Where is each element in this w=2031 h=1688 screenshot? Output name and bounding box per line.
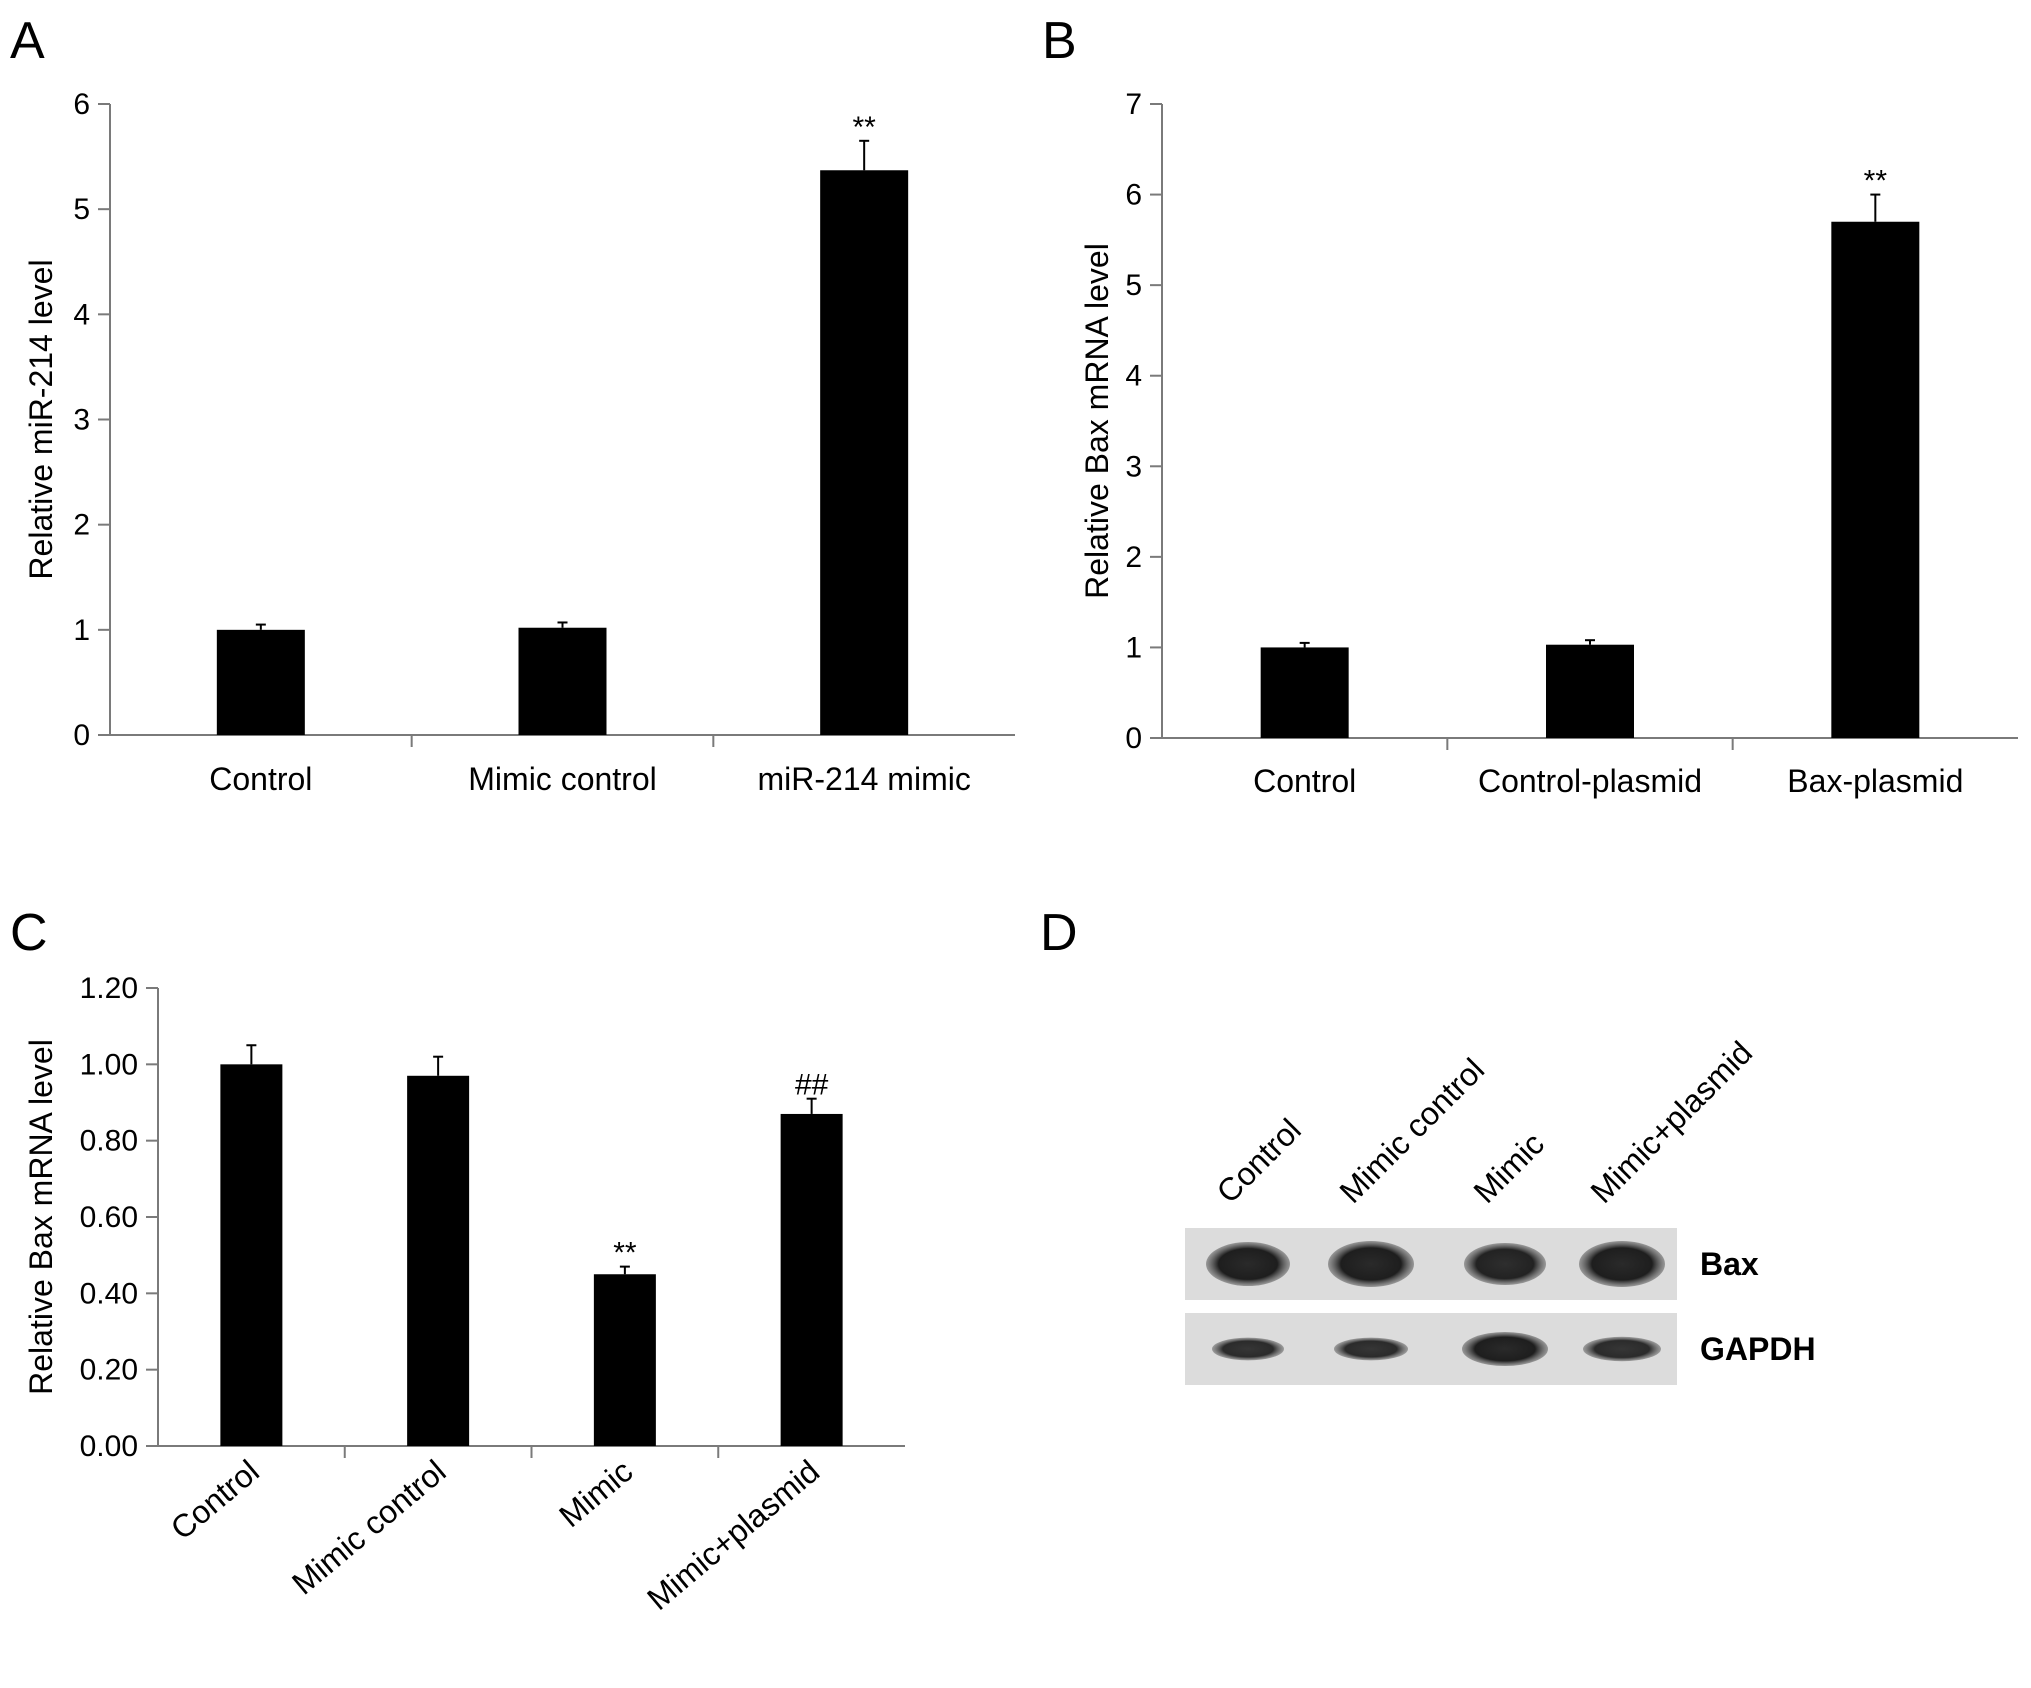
bar: [216, 629, 305, 735]
y-tick-label: 2: [1125, 541, 1142, 574]
panel-letter-a: A: [10, 12, 45, 70]
category-label: Control: [164, 1453, 266, 1547]
blot-lane-label: Mimic+plasmid: [1583, 1034, 1759, 1210]
panel-letter-d: D: [1040, 904, 1078, 962]
significance-mark: **: [1864, 165, 1888, 198]
y-tick-label: 0: [73, 719, 90, 752]
blot-band: [1334, 1337, 1408, 1361]
blot-band: [1462, 1332, 1548, 1366]
y-axis-title: Relative Bax mRNA level: [1079, 243, 1115, 599]
y-tick-label: 5: [1125, 269, 1142, 302]
panel-letter-c: C: [10, 904, 48, 962]
y-tick-label: 7: [1125, 88, 1142, 121]
chart-b: 0 1 2 3 4 5 6 7 Relative Bax mRNA level Control Co…: [1079, 88, 2018, 799]
y-tick-label: 1: [73, 614, 90, 647]
bar: [407, 1075, 470, 1446]
chart-a: 0 1 2 3 4 5 6 Relative miR-214 level Control Mimi…: [23, 88, 1015, 797]
category-label: Control: [1253, 763, 1356, 799]
blot-lane-label: Control: [1209, 1112, 1307, 1210]
category-label: Mimic control: [468, 761, 656, 797]
bar: [220, 1064, 283, 1446]
blot-row-label: Bax: [1700, 1246, 1759, 1282]
y-tick-label: 5: [73, 193, 90, 226]
y-tick-label: 0.00: [80, 1430, 138, 1463]
y-tick-label: 2: [73, 509, 90, 542]
category-label: Mimic: [552, 1453, 639, 1534]
y-tick-label: 4: [1125, 360, 1142, 393]
y-tick-label: 0.20: [80, 1354, 138, 1387]
y-tick-label: 0.80: [80, 1125, 138, 1158]
category-label: Control: [209, 761, 312, 797]
category-label: Bax-plasmid: [1787, 763, 1963, 799]
blot-band: [1579, 1241, 1665, 1287]
category-label: Control-plasmid: [1478, 763, 1702, 799]
significance-mark: ##: [795, 1069, 829, 1102]
y-tick-label: 0.40: [80, 1277, 138, 1310]
panel-letter-b: B: [1042, 12, 1077, 70]
chart-c: 0.00 0.20 0.40 0.60 0.80 1.00 1.20 Relative Bax…: [23, 972, 905, 1617]
blot-band: [1328, 1241, 1414, 1287]
y-axis-title: Relative miR-214 level: [23, 259, 59, 579]
bar: [1546, 644, 1634, 738]
bar: [820, 170, 909, 735]
bar: [1260, 647, 1349, 738]
category-label: miR-214 mimic: [757, 761, 970, 797]
bar: [593, 1274, 656, 1446]
blot-band: [1464, 1243, 1546, 1285]
bar: [518, 627, 607, 735]
blot-band: [1212, 1337, 1284, 1361]
y-tick-label: 1: [1125, 631, 1142, 664]
y-tick-label: 3: [73, 404, 90, 437]
significance-mark: **: [613, 1237, 637, 1270]
y-tick-label: 6: [1125, 179, 1142, 212]
bar: [780, 1113, 843, 1446]
y-tick-label: 4: [73, 298, 90, 331]
y-tick-label: 6: [73, 88, 90, 121]
y-tick-label: 1.00: [80, 1048, 138, 1081]
y-tick-label: 3: [1125, 450, 1142, 483]
category-label: Mimic+plasmid: [640, 1453, 826, 1617]
bar: [1831, 221, 1920, 738]
significance-mark: **: [852, 111, 876, 144]
blot-row-label: GAPDH: [1700, 1331, 1816, 1367]
y-tick-label: 0: [1125, 722, 1142, 755]
y-tick-label: 0.60: [80, 1201, 138, 1234]
blot-band: [1206, 1242, 1290, 1286]
category-label: Mimic control: [285, 1453, 453, 1602]
blot-band: [1583, 1336, 1661, 1362]
blot-lane-label: Mimic: [1466, 1125, 1551, 1210]
y-axis-title: Relative Bax mRNA level: [23, 1039, 59, 1395]
y-tick-label: 1.20: [80, 972, 138, 1005]
